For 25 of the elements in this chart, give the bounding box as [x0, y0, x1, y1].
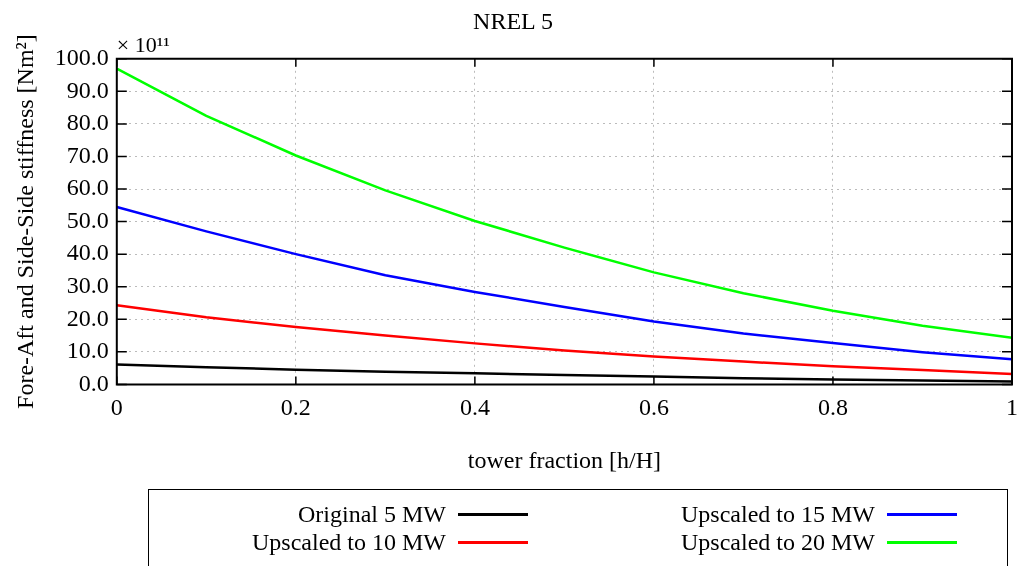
x-tick-label: 0.4: [459, 394, 490, 421]
text: × 10¹¹: [116, 31, 170, 57]
x-axis-title: tower fraction [h/H]: [467, 446, 662, 473]
legend-label: Original 5 MW: [298, 500, 446, 528]
y-tick-label: 40.0: [66, 239, 109, 266]
y-tick-label: 0.0: [78, 369, 109, 396]
y-tick-label: 20.0: [66, 304, 109, 331]
x-tick-label: 0: [110, 394, 123, 421]
x-tick-label: 0.8: [817, 394, 848, 421]
legend-label: Upscaled to 15 MW: [681, 500, 875, 528]
y-tick-label: 60.0: [66, 174, 109, 201]
x-tick-label: 1: [1006, 394, 1018, 421]
y-tick-label: 90.0: [66, 76, 109, 103]
y-axis-title: Fore-Aft and Side-Side stiffness [Nm²]: [11, 34, 38, 409]
y-tick-label: 30.0: [66, 272, 109, 299]
x-tick-label: 0.6: [638, 394, 669, 421]
y-tick-label: 80.0: [66, 109, 109, 136]
y-tick-label: 100.0: [54, 44, 109, 71]
x-tick-label: 0.2: [280, 394, 311, 421]
legend-label: Upscaled to 20 MW: [681, 528, 875, 556]
chart-title: NREL 5: [473, 7, 553, 34]
y-tick-label: 10.0: [66, 337, 109, 364]
legend-label: Upscaled to 10 MW: [252, 528, 446, 556]
y-tick-label: 50.0: [66, 206, 109, 233]
y-tick-label: 70.0: [66, 141, 109, 168]
